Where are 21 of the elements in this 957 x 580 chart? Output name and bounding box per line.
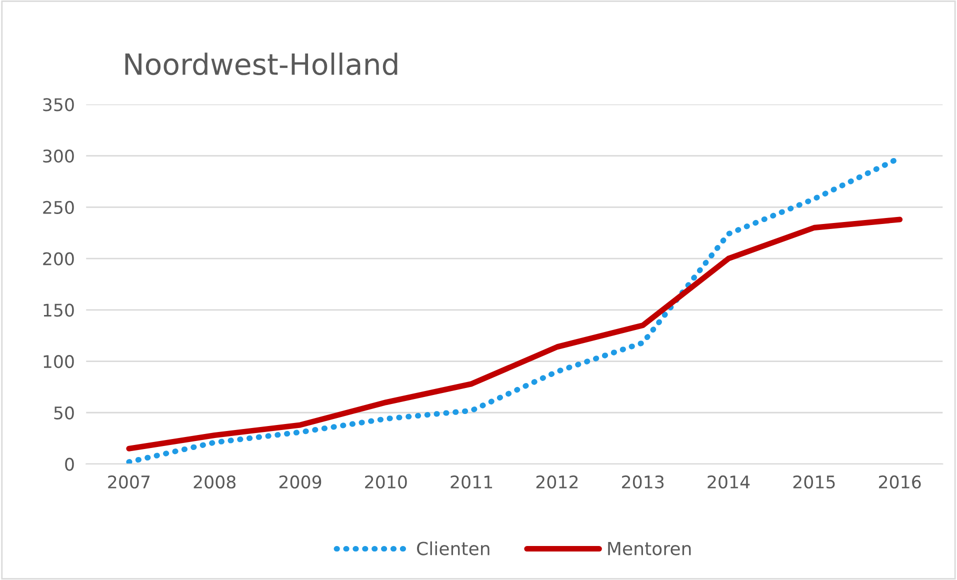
x-tick-label: 2009 — [279, 475, 322, 489]
y-tick-label: 300 — [43, 149, 74, 163]
x-tick-label: 2007 — [108, 475, 150, 489]
x-tick-label: 2011 — [450, 475, 492, 489]
x-tick-label: 2015 — [793, 475, 835, 489]
y-tick-label: 200 — [43, 252, 74, 266]
legend-label: Clienten — [417, 541, 490, 556]
y-tick-label: 150 — [44, 304, 74, 317]
x-tick-label: 2016 — [879, 475, 921, 489]
chart-title: Noordwest-Holland — [125, 52, 398, 76]
x-tick-label: 2014 — [708, 475, 750, 489]
y-tick-label: 100 — [44, 354, 74, 368]
y-tick-label: 0 — [65, 458, 74, 471]
y-tick-label: 350 — [43, 98, 74, 112]
x-tick-label: 2013 — [622, 475, 664, 489]
y-tick-label: 50 — [54, 406, 74, 420]
x-tick-label: 2012 — [536, 475, 578, 489]
legend-label: Mentoren — [608, 542, 691, 556]
x-tick-label: 2008 — [194, 475, 236, 489]
y-tick-label: 250 — [43, 200, 74, 214]
x-tick-label: 2010 — [365, 475, 407, 489]
